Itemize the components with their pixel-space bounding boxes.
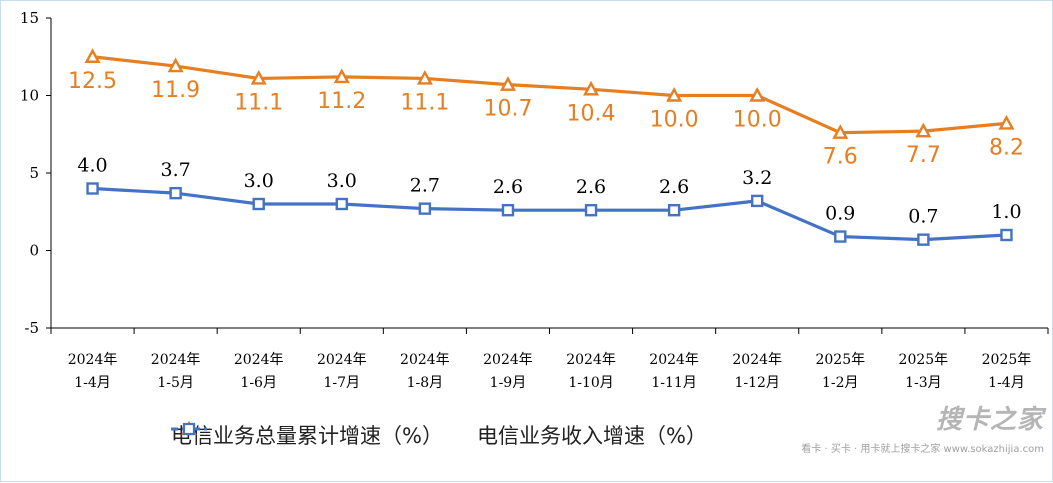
x-tick-label-period: 1-4月 [74, 375, 111, 391]
data-label: 2.6 [493, 176, 523, 198]
data-label: 10.0 [650, 108, 699, 133]
data-point-triangle [84, 48, 101, 63]
data-label: 2.7 [410, 175, 440, 197]
data-point-square [917, 233, 930, 246]
x-tick-label-period: 1-7月 [324, 375, 361, 391]
legend-item-total-volume: 电信业务总量累计增速（%） [171, 420, 443, 450]
watermark-subtitle: 看卡 · 买卡 · 用卡就上搜卡之家 www.sokazhijia.com [801, 444, 1044, 455]
x-tick-label-year: 2024年 [317, 352, 367, 368]
x-tick-label-year: 2024年 [649, 352, 699, 368]
data-label: 0.7 [908, 206, 938, 228]
data-label: 11.1 [234, 90, 283, 115]
x-tick-label-period: 1-8月 [407, 375, 444, 391]
data-label: 11.2 [317, 89, 366, 114]
data-point-square [834, 230, 847, 243]
x-tick-label-year: 2025年 [899, 352, 949, 368]
data-point-square [86, 182, 99, 195]
data-label: 10.7 [483, 97, 532, 122]
x-tick-label-period: 1-9月 [490, 375, 527, 391]
data-point-triangle [832, 124, 849, 139]
x-tick-label-year: 2024年 [68, 352, 118, 368]
legend: 电信业务总量累计增速（%） 电信业务收入增速（%） [171, 419, 707, 451]
data-point-triangle [666, 86, 683, 102]
x-tick-label-year: 2025年 [982, 352, 1032, 368]
data-label: 1.0 [991, 201, 1021, 223]
legend-label-revenue: 电信业务收入增速（%） [476, 424, 707, 448]
series-line-revenue [92, 186, 1007, 242]
watermark-title: 搜卡之家 [935, 405, 1044, 435]
legend-item-revenue: 电信业务收入增速（%） [171, 420, 707, 450]
y-tick-label: 15 [20, 9, 39, 27]
data-point-square [335, 197, 348, 211]
data-point-triangle [250, 69, 267, 85]
data-label: 4.0 [77, 155, 107, 177]
x-tick-label-period: 1-5月 [157, 375, 194, 391]
data-label: 12.5 [68, 69, 117, 94]
data-label: 10.0 [733, 108, 782, 133]
data-label: 2.6 [576, 176, 606, 198]
data-label: 3.7 [161, 159, 191, 181]
legend-label-total-volume: 电信业务总量累计增速（%） [171, 424, 443, 448]
x-tick-label-year: 2024年 [400, 352, 450, 368]
data-point-triangle [167, 57, 184, 73]
data-point-square [751, 194, 764, 208]
x-tick-label-period: 1-2月 [822, 375, 859, 391]
y-tick-label: -5 [24, 319, 39, 337]
x-tick-label-period: 1-11月 [651, 375, 696, 391]
y-tick-label: 10 [20, 87, 39, 105]
data-point-triangle [416, 69, 433, 85]
data-label: 3.0 [327, 170, 357, 192]
data-label: 0.9 [825, 203, 855, 225]
data-label: 3.2 [742, 167, 772, 189]
data-point-square [1000, 228, 1013, 242]
x-tick-label-period: 1-3月 [905, 375, 942, 391]
data-point-triangle [499, 76, 516, 91]
data-point-triangle [749, 86, 766, 102]
x-tick-label-year: 2024年 [732, 352, 782, 368]
x-tick-label-period: 1-12月 [734, 375, 779, 391]
y-tick-label: 5 [29, 164, 39, 182]
x-tick-label-period: 1-4月 [988, 375, 1025, 391]
series-line-total-volume [92, 55, 1007, 135]
y-tick-label: 0 [29, 242, 39, 260]
x-tick-label-year: 2024年 [234, 352, 284, 368]
data-point-triangle [333, 68, 350, 84]
data-point-triangle [583, 80, 600, 96]
data-point-square [667, 203, 681, 217]
data-point-square [418, 202, 432, 215]
data-label: 7.6 [823, 145, 858, 170]
data-point-square [169, 186, 182, 200]
data-point-triangle [998, 114, 1015, 130]
x-tick-label-year: 2024年 [566, 352, 616, 368]
x-tick-label-period: 1-6月 [240, 375, 277, 391]
data-label: 11.1 [400, 90, 449, 115]
x-tick-label-year: 2024年 [151, 352, 201, 368]
data-label: 11.9 [151, 78, 200, 103]
data-label: 2.6 [659, 176, 689, 198]
data-label: 8.2 [989, 135, 1024, 160]
blue-square-marker-icon [171, 422, 207, 436]
x-tick-label-year: 2025年 [815, 352, 865, 368]
data-label: 7.7 [906, 143, 941, 168]
data-point-square [252, 197, 265, 211]
watermark-logo: 搜卡之家 看卡 · 买卡 · 用卡就上搜卡之家 www.sokazhijia.c… [801, 399, 1044, 455]
data-label: 10.4 [567, 101, 616, 126]
x-tick-label-year: 2024年 [483, 352, 533, 368]
data-point-square [501, 203, 515, 217]
x-tick-label-period: 1-10月 [568, 375, 613, 391]
data-label: 3.0 [244, 170, 274, 192]
data-point-triangle [915, 122, 932, 138]
data-point-square [584, 203, 598, 217]
